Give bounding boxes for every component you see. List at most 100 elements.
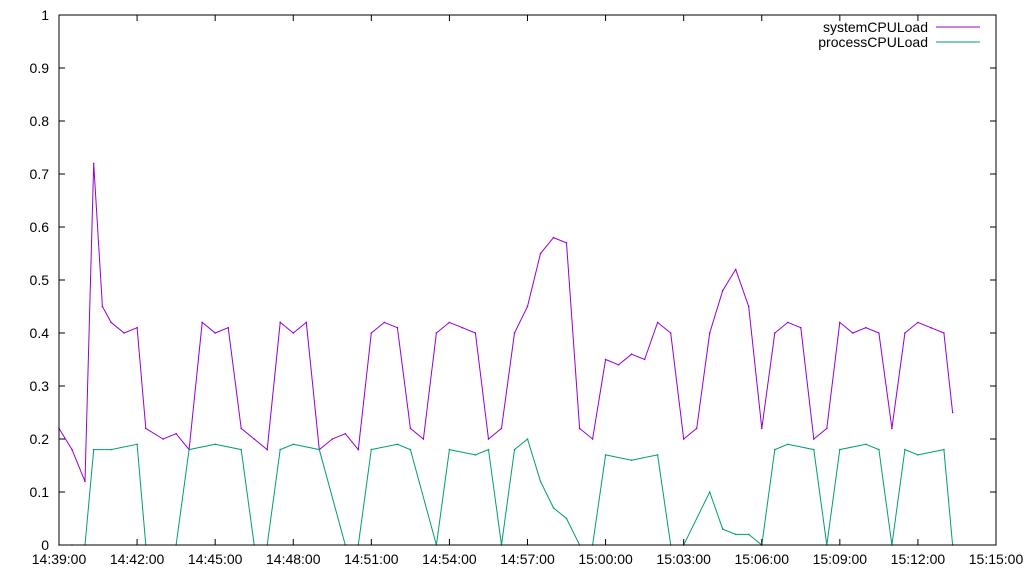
data-point-systemCPULoad	[578, 427, 581, 430]
data-point-processCPULoad	[240, 448, 242, 451]
y-tick-label: 0.7	[30, 166, 50, 182]
data-point-systemCPULoad	[305, 321, 308, 324]
data-point-systemCPULoad	[591, 438, 594, 440]
data-point-systemCPULoad	[448, 321, 451, 324]
data-point-systemCPULoad	[721, 289, 724, 292]
data-point-systemCPULoad	[500, 427, 503, 430]
x-tick-label: 15:00:00	[578, 551, 633, 567]
data-point-processCPULoad	[943, 448, 945, 451]
data-point-systemCPULoad	[643, 358, 646, 361]
data-point-systemCPULoad	[865, 326, 867, 329]
data-point-systemCPULoad	[144, 427, 147, 430]
data-point-systemCPULoad	[773, 332, 776, 334]
legend-label-systemCPULoad: systemCPULoad	[823, 19, 928, 35]
y-tick-label: 0.3	[30, 378, 50, 394]
x-tick-label: 15:09:00	[813, 551, 868, 567]
data-point-systemCPULoad	[253, 438, 256, 440]
x-tick-label: 15:12:00	[891, 551, 946, 567]
data-point-processCPULoad	[813, 448, 815, 451]
data-point-processCPULoad	[487, 448, 490, 451]
data-point-processCPULoad	[318, 448, 321, 451]
data-point-systemCPULoad	[101, 305, 104, 308]
series-layer	[58, 162, 954, 546]
series-line-processCPULoad	[59, 438, 954, 546]
data-point-systemCPULoad	[214, 332, 216, 334]
y-tick-label: 0.5	[30, 272, 50, 288]
x-tick-label: 14:39:00	[32, 551, 87, 567]
data-point-systemCPULoad	[422, 438, 425, 440]
x-tick-label: 15:03:00	[656, 551, 711, 567]
data-point-systemCPULoad	[266, 448, 269, 451]
data-point-processCPULoad	[279, 448, 282, 451]
data-point-systemCPULoad	[813, 438, 815, 440]
data-point-systemCPULoad	[708, 332, 711, 334]
data-point-systemCPULoad	[891, 427, 893, 430]
data-point-processCPULoad	[188, 448, 190, 451]
data-point-processCPULoad	[865, 443, 867, 446]
data-point-processCPULoad	[630, 459, 633, 462]
data-point-processCPULoad	[526, 438, 529, 440]
data-point-systemCPULoad	[123, 332, 125, 334]
data-point-processCPULoad	[904, 448, 906, 451]
data-point-systemCPULoad	[240, 427, 242, 430]
x-tick-label: 14:42:00	[110, 551, 165, 567]
data-point-processCPULoad	[773, 448, 776, 451]
data-point-systemCPULoad	[370, 332, 373, 334]
data-point-systemCPULoad	[357, 448, 360, 451]
data-point-systemCPULoad	[943, 332, 945, 334]
data-point-systemCPULoad	[930, 326, 932, 329]
data-point-processCPULoad	[214, 443, 216, 446]
data-point-systemCPULoad	[136, 326, 138, 329]
data-point-systemCPULoad	[474, 332, 477, 334]
y-tick-label: 0.8	[30, 113, 50, 129]
data-point-systemCPULoad	[201, 321, 203, 324]
data-point-processCPULoad	[396, 443, 399, 446]
data-point-systemCPULoad	[279, 321, 282, 324]
data-point-processCPULoad	[747, 533, 750, 536]
series-line-systemCPULoad	[58, 163, 954, 482]
data-point-systemCPULoad	[951, 411, 954, 414]
data-point-systemCPULoad	[747, 305, 750, 308]
x-tick-label: 14:51:00	[344, 551, 399, 567]
data-point-processCPULoad	[786, 443, 789, 446]
data-point-processCPULoad	[474, 454, 477, 456]
x-tick-label: 14:57:00	[500, 551, 555, 567]
data-point-systemCPULoad	[526, 305, 529, 308]
data-point-processCPULoad	[448, 448, 451, 451]
data-point-processCPULoad	[552, 507, 555, 509]
data-point-processCPULoad	[565, 517, 568, 520]
x-tick-label: 15:06:00	[735, 551, 790, 567]
data-point-systemCPULoad	[92, 162, 95, 165]
data-point-systemCPULoad	[539, 252, 542, 255]
data-point-systemCPULoad	[917, 321, 919, 324]
data-point-systemCPULoad	[630, 353, 633, 356]
data-point-processCPULoad	[721, 528, 724, 530]
data-point-systemCPULoad	[669, 332, 672, 334]
data-point-systemCPULoad	[604, 358, 607, 361]
data-point-systemCPULoad	[227, 326, 229, 329]
data-point-systemCPULoad	[656, 321, 659, 324]
data-point-processCPULoad	[734, 533, 737, 536]
data-point-systemCPULoad	[487, 438, 490, 440]
data-point-systemCPULoad	[682, 438, 685, 440]
plot-border	[58, 14, 997, 546]
y-tick-label: 0.4	[30, 325, 50, 341]
y-tick-label: 0.2	[30, 431, 50, 447]
data-point-systemCPULoad	[852, 332, 854, 334]
legend-label-processCPULoad: processCPULoad	[818, 34, 928, 50]
y-tick-label: 0.9	[30, 60, 50, 76]
y-tick-label: 0.6	[30, 219, 50, 235]
data-point-systemCPULoad	[409, 427, 412, 430]
data-point-systemCPULoad	[292, 332, 295, 334]
data-point-processCPULoad	[604, 454, 607, 456]
data-point-systemCPULoad	[734, 268, 737, 271]
data-point-processCPULoad	[136, 443, 138, 446]
x-tick-label: 14:54:00	[422, 551, 477, 567]
data-point-processCPULoad	[92, 448, 95, 451]
y-tick-label: 0.1	[30, 484, 50, 500]
x-tick-label: 14:45:00	[188, 551, 243, 567]
x-tick-label: 14:48:00	[266, 551, 321, 567]
data-point-systemCPULoad	[904, 332, 906, 334]
